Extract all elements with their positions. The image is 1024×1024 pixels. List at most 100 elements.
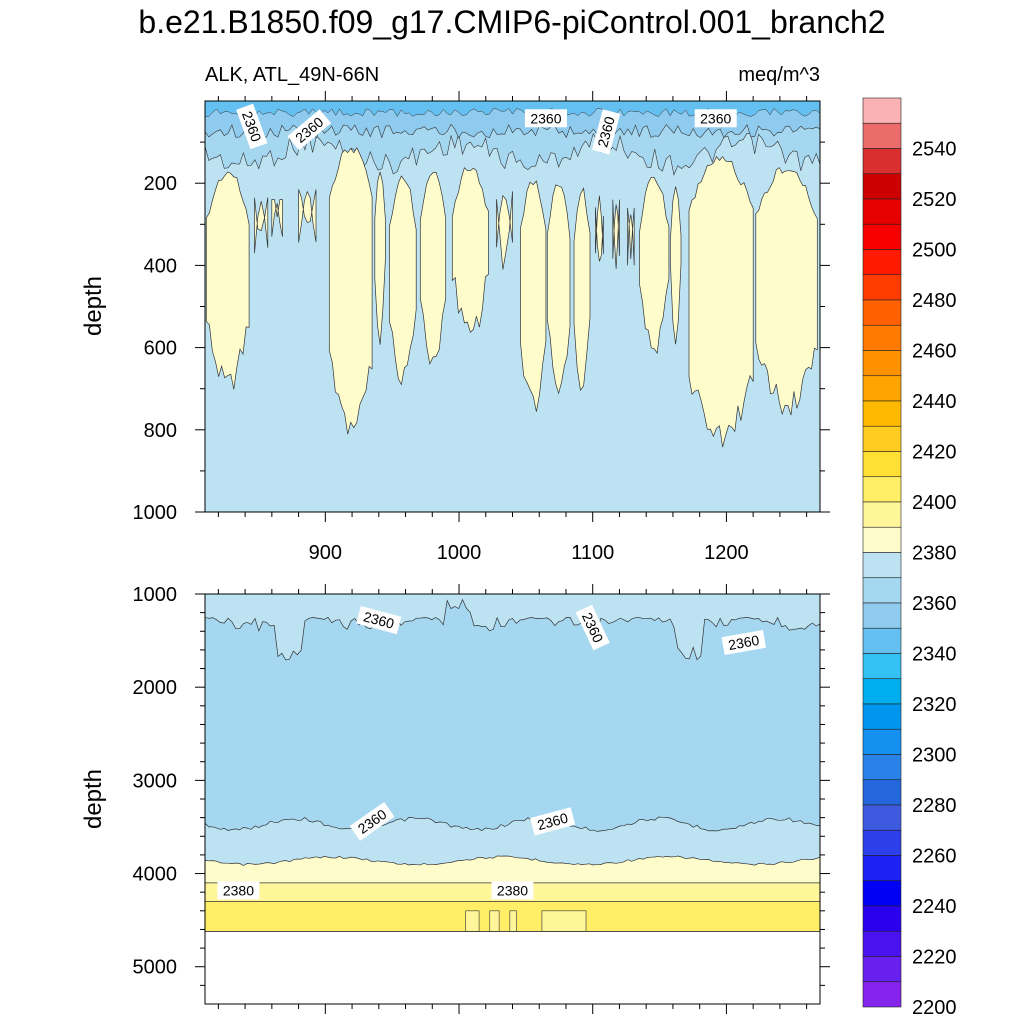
colorbar-label: 2240 [912,896,957,918]
contour-label: 2360 [524,109,567,128]
contour-label-box [491,881,534,900]
x-tick-label: 1200 [704,542,749,564]
colorbar-label: 2520 [912,189,957,211]
high-alkalinity-region [419,172,447,366]
contour-label: 2360 [591,109,621,155]
contour-label-box [591,109,621,155]
high-alkalinity-region [254,197,269,254]
y-axis-title: depth [80,276,107,336]
high-alkalinity-region [573,187,591,391]
high-alkalinity-region [755,167,818,416]
colorbar-swatch [862,198,902,225]
colorbar-swatch [862,981,902,1008]
colorbar-label: 2380 [912,543,957,565]
colorbar-label: 2400 [912,492,957,514]
contour-label-box [524,109,567,128]
variable-region-label: ALK, ATL_49N-66N [205,64,380,86]
high-alkalinity-region [298,189,317,243]
colorbar-swatch [862,602,902,629]
contour-label-box [694,109,737,128]
contour-label: 2380 [217,881,260,900]
y-tick-label: 1000 [133,502,178,524]
y-tick-label: 800 [144,420,177,442]
chart-title: b.e21.B1850.f09_g17.CMIP6-piControl.001_… [138,4,886,40]
colorbar-swatch [862,350,902,377]
y-tick-label: 1000 [133,584,178,606]
colorbar-label: 2460 [912,341,957,363]
colorbar-label: 2440 [912,391,957,413]
contour-label-value: 2380 [497,882,528,898]
contour-label-box [575,604,610,651]
contour-label-value: 2360 [700,110,731,126]
colorbar-swatch [862,122,902,149]
high-alkalinity-region [374,171,386,345]
contour-label-value: 2360 [535,810,569,834]
colorbar-swatch [862,653,902,680]
colorbar-swatch [862,627,902,654]
colorbar-swatch [862,501,902,528]
colorbar-swatch [862,855,902,882]
colorbar-swatch [862,804,902,831]
colorbar-swatch [862,577,902,604]
high-alkalinity-region [520,180,547,412]
contour-label: 2380 [491,881,534,900]
colorbar-swatch [862,956,902,983]
colorbar-label: 2260 [912,846,957,868]
colorbar-swatch [862,274,902,301]
y-tick-label: 200 [144,173,177,195]
high-alkalinity-region [612,199,620,269]
colorbar-swatch [862,223,902,250]
colorbar-swatch [862,552,902,579]
y-tick-label: 2000 [133,677,178,699]
colorbar-label: 2420 [912,442,957,464]
contour-label-box [529,807,576,836]
bottom-bump [465,910,480,932]
bottom-bump [489,910,500,932]
y-axis-title: depth [80,769,107,829]
y-tick-label: 600 [144,338,177,360]
colorbar-swatch [862,526,902,553]
bottom-bump [541,910,587,932]
contour-label-box [287,109,332,151]
high-alkalinity-region [595,195,604,262]
colorbar-swatch [862,728,902,755]
colorbar-label: 2500 [912,240,957,262]
contour-label-value: 2380 [223,882,254,898]
colorbar-label: 2280 [912,795,957,817]
bottom-bump [509,910,517,932]
x-tick-label: 900 [309,542,342,564]
colorbar: 2540 2520 2500 2480 2460 2440 2420 2400 2380 2360… [862,97,957,1019]
x-tick-label: 1100 [571,542,614,564]
colorbar-label: 2340 [912,644,957,666]
contour-label-value: 2360 [594,115,618,149]
colorbar-label: 2300 [912,745,957,767]
colorbar-swatch [862,400,902,427]
contour-label-box [356,605,402,635]
colorbar-label: 2360 [912,593,957,615]
colorbar-swatch [862,299,902,326]
y-tick-label: 400 [144,255,177,277]
colorbar-swatch [862,905,902,932]
colorbar-swatch [862,829,902,856]
colorbar-swatch [862,703,902,730]
contour-label-box [217,881,260,900]
contour-label-box [349,801,395,841]
contour-label-box [236,103,268,150]
contour-label-value: 2360 [727,632,761,653]
colorbar-swatch [862,97,902,124]
high-alkalinity-region [328,146,373,435]
colorbar-label: 2540 [912,139,957,161]
contour-label: 2360 [694,109,737,128]
high-alkalinity-region [451,167,489,333]
x-tick-label: 1000 [437,542,482,564]
colorbar-swatch [862,754,902,781]
colorbar-swatch [862,476,902,503]
contour-label: 2360 [721,629,767,655]
colorbar-label: 2200 [912,997,957,1019]
colorbar-swatch [862,425,902,452]
high-alkalinity-region [496,191,513,270]
colorbar-swatch [862,880,902,907]
